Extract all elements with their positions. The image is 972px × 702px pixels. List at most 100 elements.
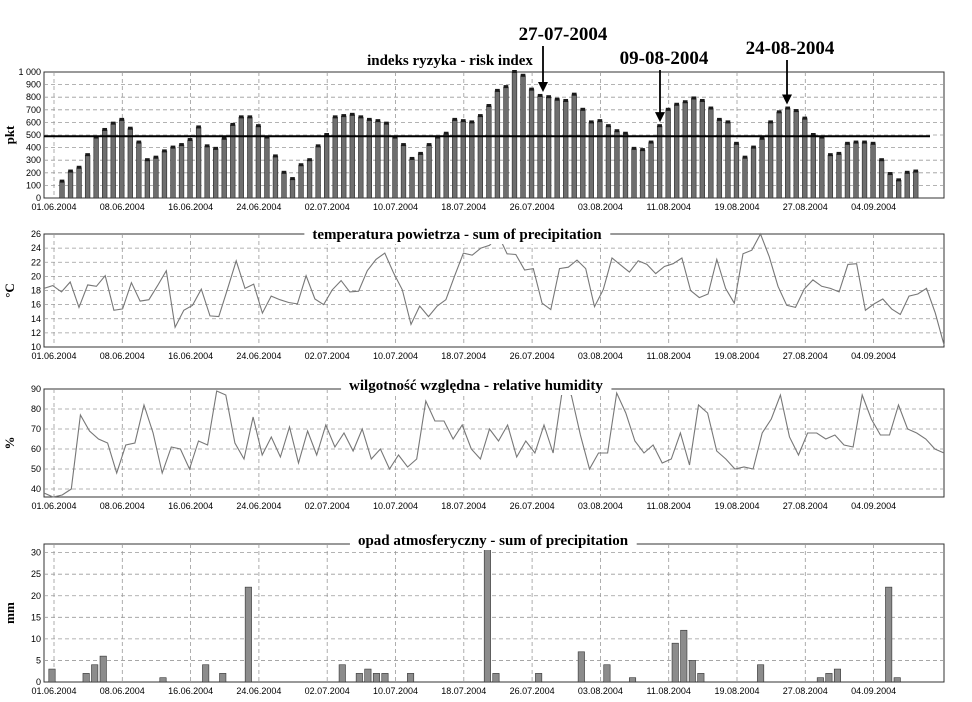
- bar: [244, 586, 252, 683]
- x-tick-label: 27.08.2004: [783, 351, 828, 361]
- bar: [366, 119, 372, 199]
- y-tick-label: 15: [31, 612, 41, 622]
- bar-cap: [153, 155, 159, 159]
- panel-title: indeks ryzyka - risk index: [367, 53, 533, 69]
- bar-cap: [196, 125, 201, 129]
- bar: [885, 586, 893, 683]
- bar: [614, 130, 620, 199]
- bar: [381, 673, 389, 683]
- bar-cap: [546, 95, 551, 99]
- x-tick-label: 04.09.2004: [851, 202, 896, 212]
- bar: [272, 156, 279, 199]
- bar-cap: [486, 104, 492, 108]
- bar-cap: [699, 98, 705, 102]
- bar: [460, 120, 466, 199]
- panel-title: wilgotność względna - relative humidity: [349, 378, 603, 394]
- y-tick-label: 10: [31, 342, 41, 352]
- x-tick-label: 11.08.2004: [647, 686, 691, 696]
- bar: [238, 117, 244, 199]
- y-tick-label: 20: [31, 271, 41, 281]
- bar: [213, 148, 219, 199]
- bar-cap: [145, 158, 150, 162]
- bar: [264, 137, 270, 199]
- x-tick-label: 24.06.2004: [236, 351, 281, 361]
- bar-cap: [810, 133, 816, 136]
- bar: [537, 95, 543, 199]
- bar: [776, 112, 782, 199]
- bar-cap: [862, 140, 867, 144]
- x-tick-label: 16.06.2004: [168, 686, 213, 696]
- bar-cap: [512, 70, 517, 73]
- bar-cap: [367, 117, 372, 121]
- y-axis-label: %: [2, 437, 17, 450]
- bar: [503, 86, 509, 199]
- x-tick-label: 02.07.2004: [305, 686, 350, 696]
- y-axis-label: °C: [2, 283, 17, 298]
- y-tick-label: 30: [31, 548, 41, 558]
- bar: [688, 660, 696, 683]
- bar: [372, 673, 380, 683]
- y-tick-label: 60: [31, 444, 41, 454]
- bar: [298, 164, 304, 199]
- bar-cap: [460, 119, 466, 123]
- x-tick-label: 16.06.2004: [168, 351, 213, 361]
- bar: [469, 122, 475, 199]
- y-tick-label: 18: [31, 286, 41, 296]
- bar-cap: [870, 141, 876, 145]
- bar: [844, 143, 851, 199]
- bar-cap: [503, 85, 509, 89]
- bar-cap: [59, 179, 65, 183]
- bar: [375, 120, 381, 199]
- bar-cap: [136, 140, 142, 144]
- x-tick-label: 03.08.2004: [578, 686, 623, 696]
- bar-cap: [708, 106, 714, 110]
- bar: [110, 123, 116, 199]
- x-tick-label: 18.07.2004: [441, 351, 486, 361]
- y-tick-label: 14: [31, 314, 41, 324]
- bar: [409, 158, 415, 199]
- y-tick-label: 1 000: [18, 67, 41, 77]
- bar-cap: [554, 97, 560, 101]
- bar-cap: [691, 96, 697, 100]
- bar: [443, 133, 449, 199]
- bar: [697, 673, 705, 683]
- bar: [332, 117, 338, 199]
- bar: [742, 157, 748, 199]
- bar-cap: [349, 112, 355, 116]
- bar: [725, 122, 731, 199]
- bar-cap: [281, 170, 287, 174]
- bar: [338, 664, 346, 683]
- bar: [750, 147, 757, 199]
- bar: [452, 119, 458, 199]
- bar: [178, 144, 185, 199]
- bar: [810, 134, 816, 199]
- y-tick-label: 16: [31, 300, 41, 310]
- bar-cap: [631, 146, 637, 150]
- bar: [84, 154, 91, 199]
- y-tick-label: 40: [31, 484, 41, 494]
- bar-cap: [256, 124, 261, 128]
- bar: [671, 642, 679, 683]
- bar-cap: [759, 136, 765, 140]
- bar-cap: [307, 158, 312, 162]
- bar-cap: [742, 155, 748, 159]
- bar-cap: [290, 177, 295, 181]
- y-tick-label: 0: [36, 193, 41, 203]
- bar-cap: [85, 153, 90, 157]
- bar: [699, 100, 705, 199]
- y-tick-label: 600: [26, 117, 41, 127]
- x-tick-label: 26.07.2004: [510, 686, 555, 696]
- bar: [219, 673, 227, 683]
- series-line: [43, 232, 945, 346]
- bar-cap: [734, 141, 739, 145]
- y-tick-label: 10: [31, 634, 41, 644]
- bar: [597, 120, 603, 199]
- bar: [528, 89, 535, 199]
- panel-1: 0 100 200 300 400 500 600 700 800 900 1 000 01.06.2…: [2, 24, 945, 212]
- bar-cap: [324, 133, 330, 136]
- bar: [631, 148, 637, 199]
- bar-cap: [776, 110, 782, 114]
- bar-cap: [529, 87, 534, 91]
- bar-cap: [452, 117, 458, 121]
- x-tick-label: 01.06.2004: [31, 686, 76, 696]
